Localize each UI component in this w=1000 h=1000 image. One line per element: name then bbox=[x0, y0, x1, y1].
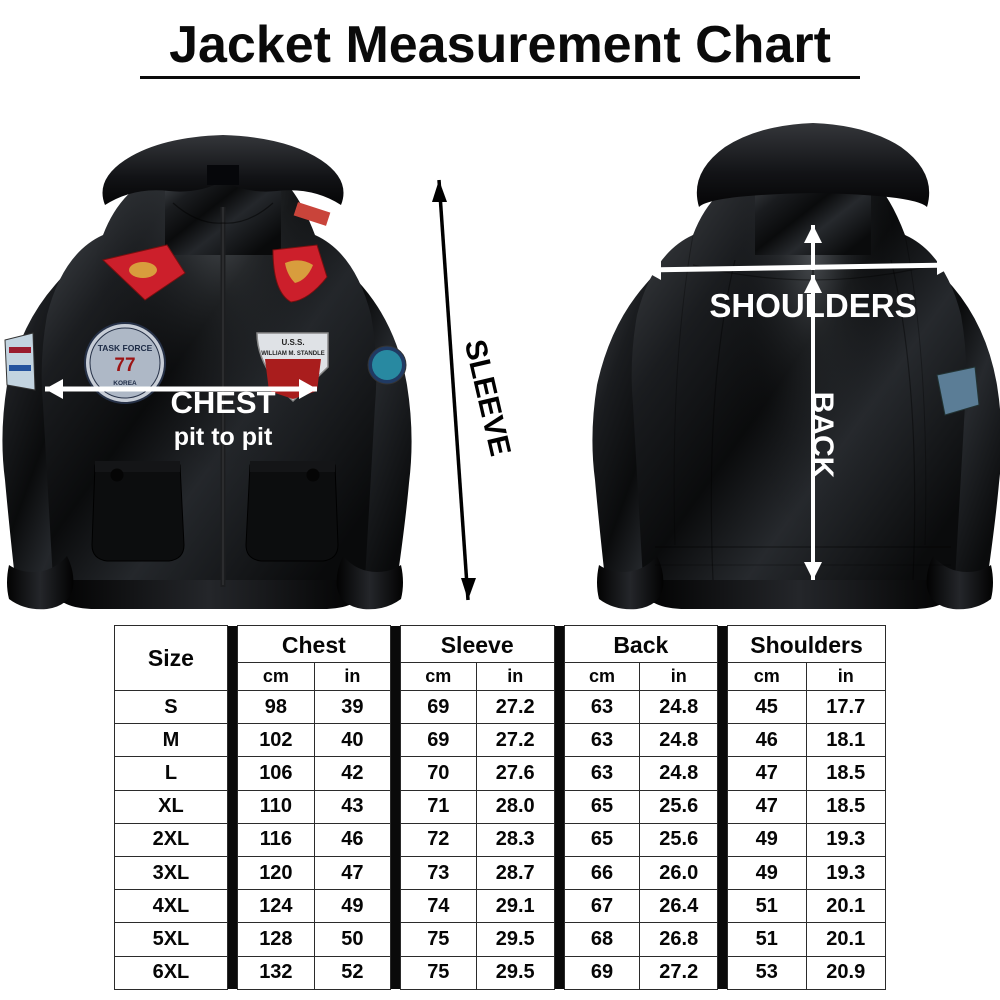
svg-text:CHEST: CHEST bbox=[170, 385, 275, 420]
svg-text:pit to pit: pit to pit bbox=[174, 423, 273, 451]
svg-text:SLEEVE: SLEEVE bbox=[458, 336, 517, 459]
svg-text:WILLIAM M. STANDLE: WILLIAM M. STANDLE bbox=[261, 351, 325, 357]
svg-text:KOREA: KOREA bbox=[113, 380, 137, 387]
svg-text:BACK: BACK bbox=[806, 392, 839, 479]
svg-text:TASK FORCE: TASK FORCE bbox=[98, 343, 153, 353]
svg-text:77: 77 bbox=[114, 355, 135, 376]
svg-text:U.S.S.: U.S.S. bbox=[281, 338, 304, 347]
